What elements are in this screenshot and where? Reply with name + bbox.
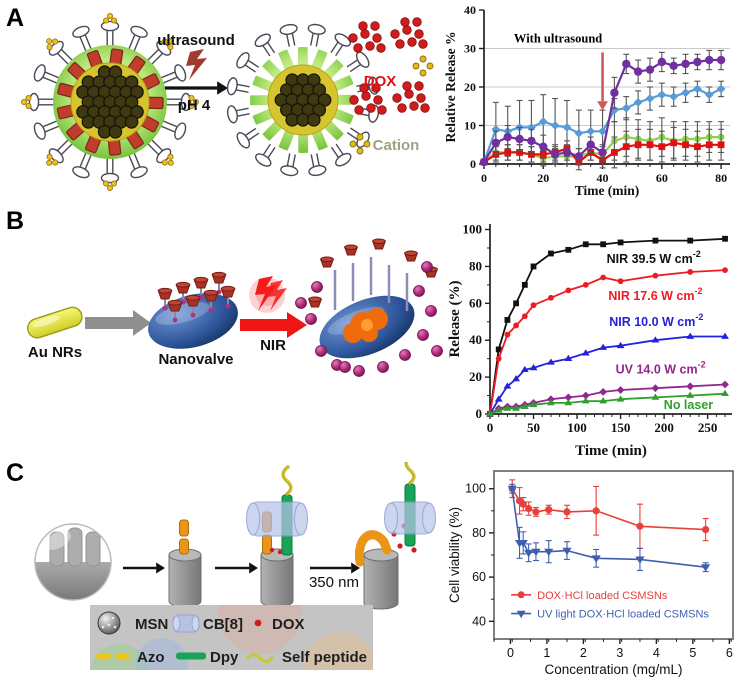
panel-c-schematic: 350 nm MSN CB[8] DOX Azo Dpy Self peptid… <box>34 462 436 670</box>
svg-text:10: 10 <box>464 119 476 133</box>
legend-cb8-label: CB[8] <box>203 616 243 633</box>
panel-a-schematic: ultrasound pH 4 DOX Cation <box>21 13 434 191</box>
svg-text:40: 40 <box>597 171 609 185</box>
svg-text:60: 60 <box>656 171 668 185</box>
chart-c-cell-viability: 0 1 2 3 4 5 6 40 60 80 100 Concentration (mg/mL) Cel… <box>447 470 734 677</box>
svg-text:5: 5 <box>689 646 696 660</box>
svg-text:20: 20 <box>469 369 482 384</box>
svg-text:200: 200 <box>654 420 674 435</box>
svg-text:NIR 17.6 W cm-2: NIR 17.6 W cm-2 <box>608 286 702 303</box>
svg-text:20: 20 <box>537 171 549 185</box>
svg-text:With ultrasound: With ultrasound <box>514 32 602 46</box>
legend-dpy-label: Dpy <box>210 649 239 666</box>
svg-text:UV 14.0 W cm-2: UV 14.0 W cm-2 <box>616 360 706 377</box>
ultrasound-label: ultrasound <box>157 32 235 49</box>
svg-text:250: 250 <box>698 420 718 435</box>
dox-label: DOX <box>364 73 397 90</box>
svg-text:100: 100 <box>567 420 587 435</box>
svg-text:0: 0 <box>507 646 514 660</box>
legend-self-peptide-label: Self peptide <box>282 649 367 666</box>
msn-cb8-diagram <box>34 462 436 670</box>
svg-text:30: 30 <box>464 42 476 56</box>
nanovalve-diagram <box>27 238 443 377</box>
cation-label: Cation <box>373 137 420 154</box>
svg-text:0: 0 <box>476 406 483 421</box>
legend-msn-label: MSN <box>135 616 168 633</box>
nanoparticle-diagram <box>21 13 434 191</box>
svg-text:Time (min): Time (min) <box>575 183 640 198</box>
nanovalve-label: Nanovalve <box>158 351 233 368</box>
svg-text:Relative Release %: Relative Release % <box>443 32 458 143</box>
svg-text:2: 2 <box>580 646 587 660</box>
svg-text:40: 40 <box>469 332 482 347</box>
svg-text:Release (%): Release (%) <box>447 280 463 357</box>
svg-text:DOX·HCl loaded CSMSNs: DOX·HCl loaded CSMSNs <box>537 590 668 602</box>
panel-b-letter: B <box>6 207 25 235</box>
svg-text:100: 100 <box>465 482 486 496</box>
svg-text:4: 4 <box>653 646 660 660</box>
svg-text:Concentration (mg/mL): Concentration (mg/mL) <box>544 662 682 677</box>
svg-text:0: 0 <box>470 157 476 171</box>
chart-b-nir-release: 0 50 100 150 200 250 0 20 40 60 80 100 Time (min) Rel… <box>447 222 732 459</box>
panel-b-schematic: Au NRs Nanovalve NIR <box>27 238 443 377</box>
wavelength-label: 350 nm <box>309 574 359 591</box>
legend-azo-label: Azo <box>137 649 165 666</box>
svg-text:80: 80 <box>469 258 482 273</box>
svg-text:Cell viability (%): Cell viability (%) <box>447 507 462 603</box>
aunrs-label: Au NRs <box>28 344 82 361</box>
schematic-legend: MSN CB[8] DOX Azo Dpy Self peptide <box>135 616 367 666</box>
svg-text:6: 6 <box>726 646 733 660</box>
svg-text:60: 60 <box>469 295 482 310</box>
svg-text:0: 0 <box>481 171 487 185</box>
legend-dox-label: DOX <box>272 616 305 633</box>
svg-text:3: 3 <box>616 646 623 660</box>
svg-text:20: 20 <box>464 80 476 94</box>
svg-text:100: 100 <box>463 222 483 237</box>
svg-text:40: 40 <box>464 3 476 17</box>
panel-a-letter: A <box>6 4 25 32</box>
nir-label: NIR <box>260 337 286 354</box>
svg-text:0: 0 <box>487 420 494 435</box>
svg-text:80: 80 <box>472 526 486 540</box>
svg-text:50: 50 <box>527 420 540 435</box>
svg-text:1: 1 <box>543 646 550 660</box>
svg-text:NIR 10.0 W cm-2: NIR 10.0 W cm-2 <box>609 312 703 329</box>
svg-text:No laser: No laser <box>664 398 713 412</box>
panel-c-letter: C <box>6 459 25 487</box>
svg-text:Time (min): Time (min) <box>575 443 647 459</box>
svg-text:40: 40 <box>472 614 486 628</box>
ph-label: pH 4 <box>178 97 211 114</box>
svg-text:NIR 39.5 W cm-2: NIR 39.5 W cm-2 <box>607 249 701 266</box>
svg-text:80: 80 <box>715 171 727 185</box>
svg-text:150: 150 <box>611 420 631 435</box>
svg-text:UV light DOX·HCl loaded CSMSNs: UV light DOX·HCl loaded CSMSNs <box>537 609 709 621</box>
svg-text:60: 60 <box>472 570 486 584</box>
